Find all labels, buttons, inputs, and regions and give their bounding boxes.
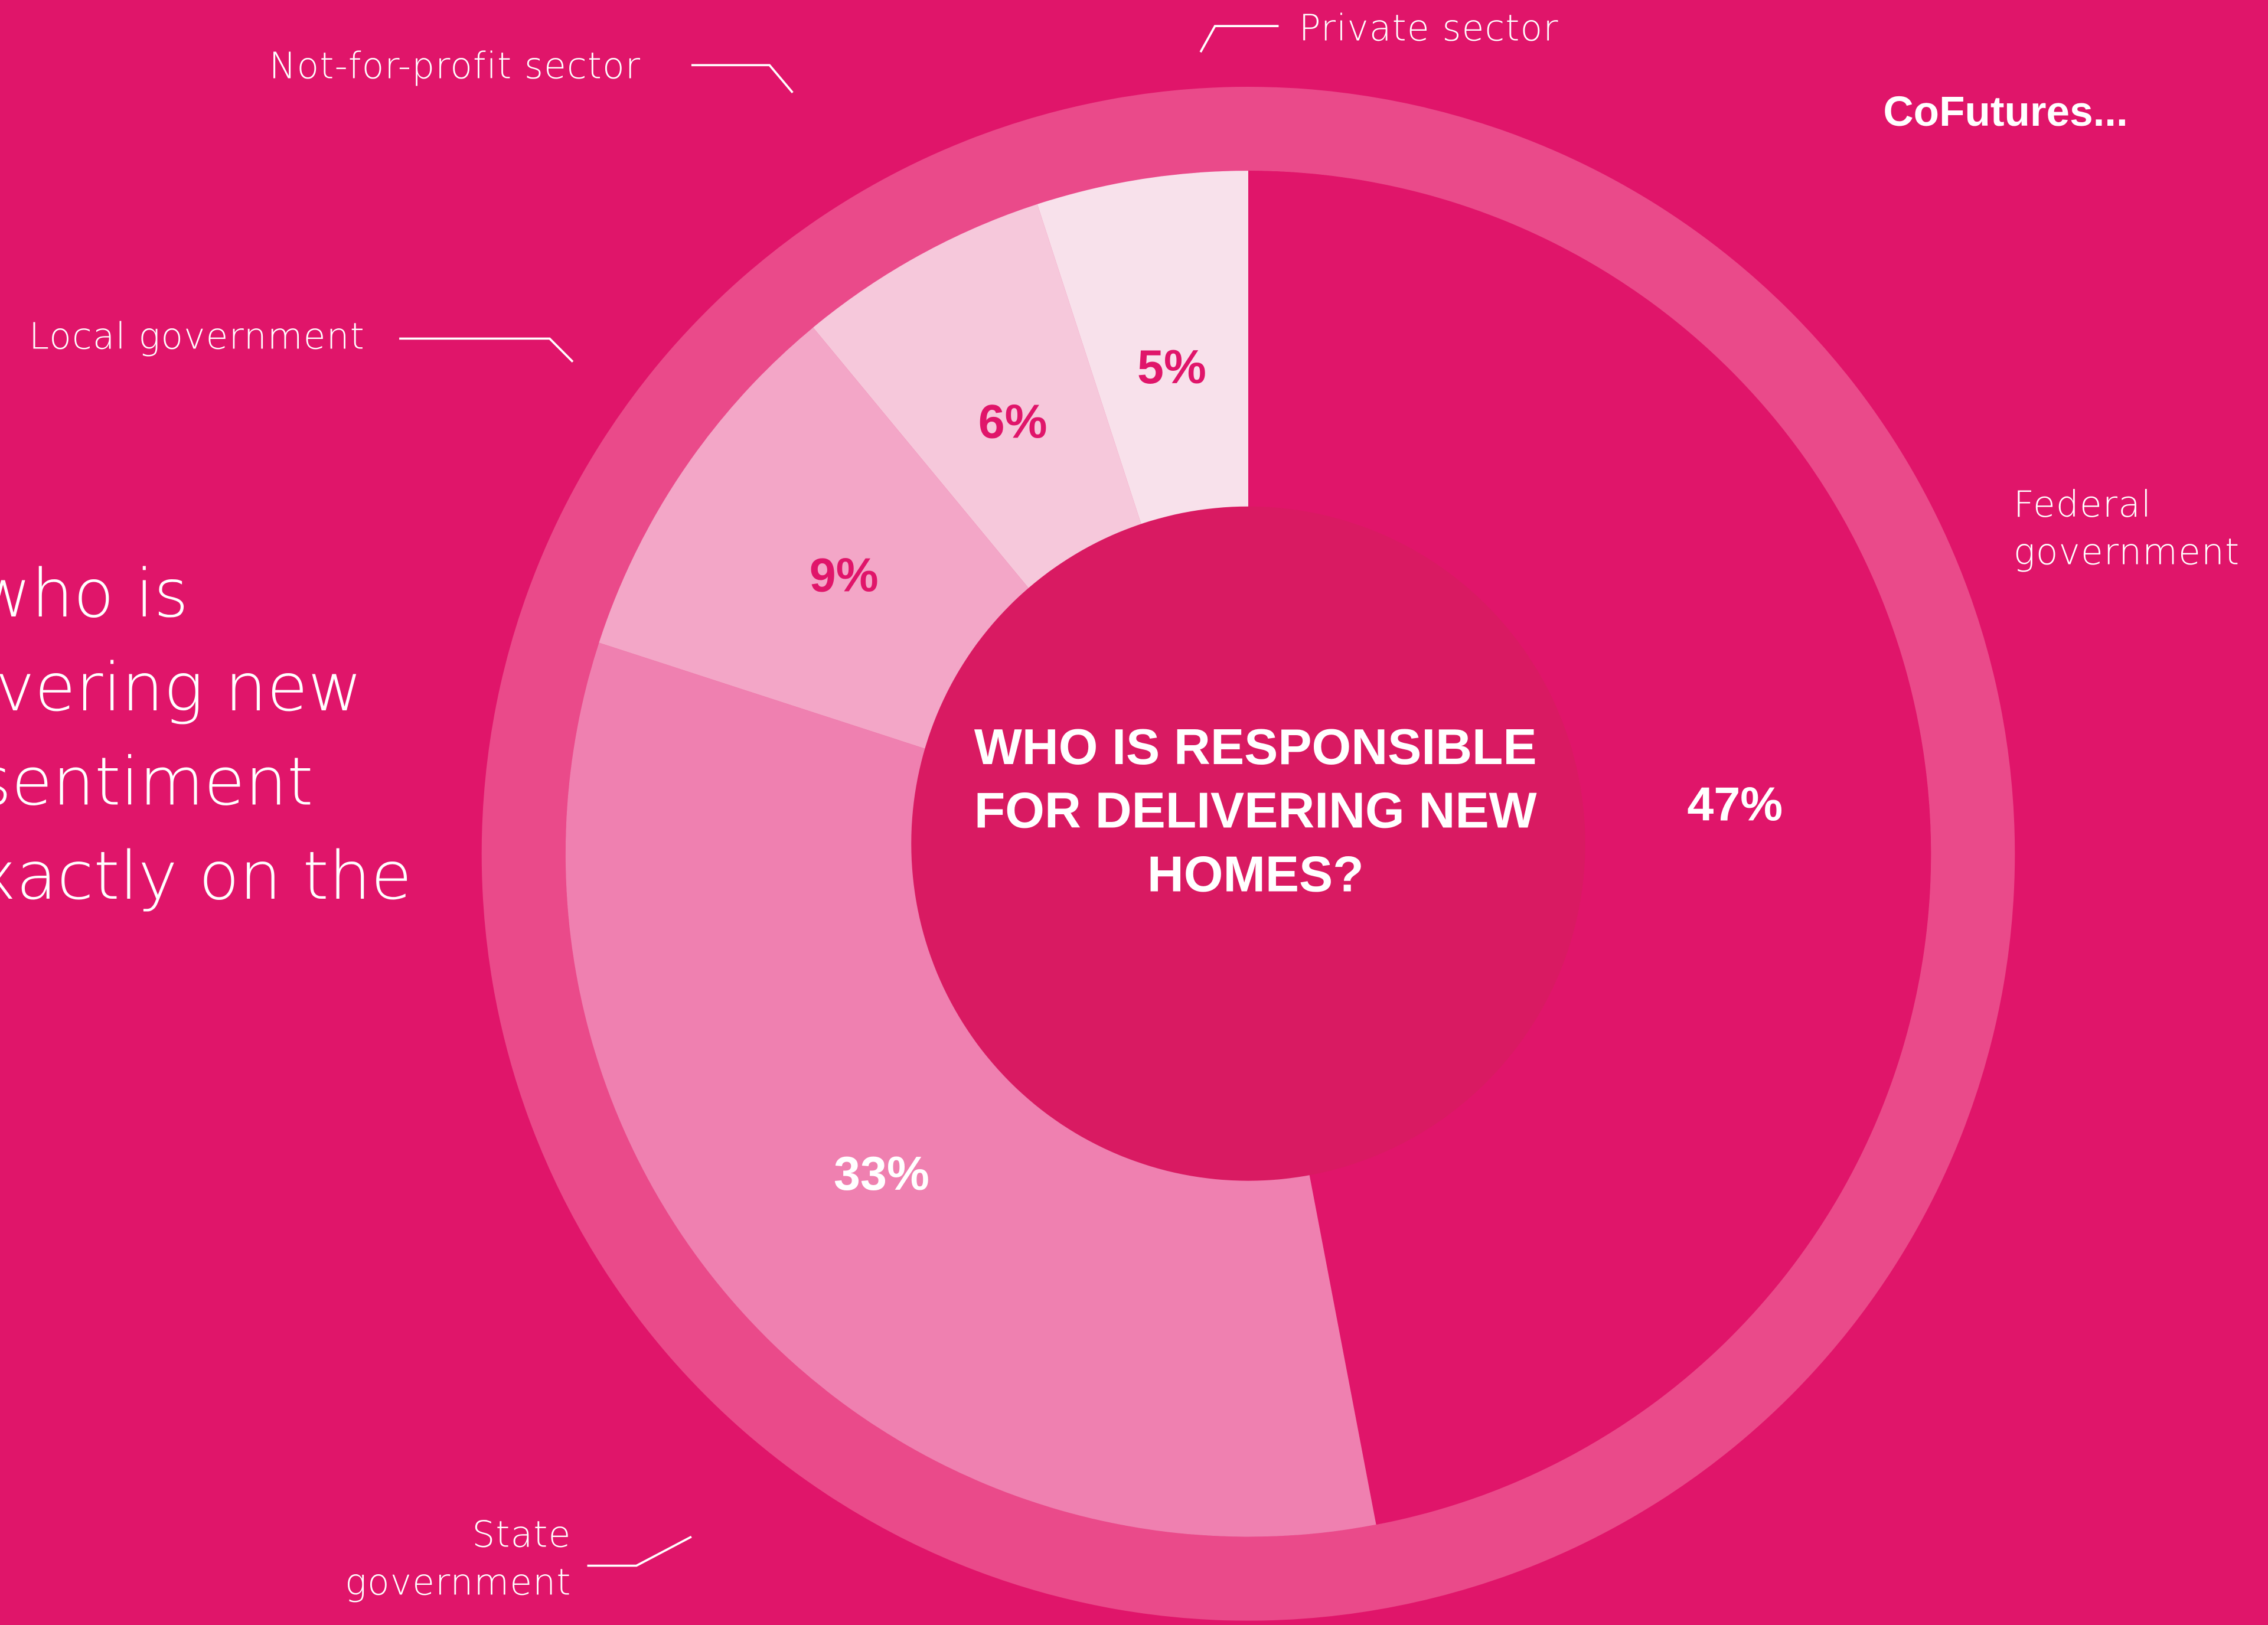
segments xyxy=(565,171,1931,1537)
value-label: 9% xyxy=(810,549,879,602)
donut-segment xyxy=(565,642,1376,1537)
value-label: 6% xyxy=(978,395,1047,448)
leader-line xyxy=(587,1535,692,1567)
outer-ring xyxy=(481,87,2015,1621)
value-labels: 5% 6% 9% 33% 47% xyxy=(810,341,1783,1200)
side-text: ivering new xyxy=(0,648,363,727)
leader-line xyxy=(1199,25,1279,53)
donut-segment xyxy=(813,204,1148,603)
chart-title: WHO IS RESPONSIBLE FOR DELIVERING NEW HO… xyxy=(974,719,1537,903)
leader-line xyxy=(691,64,794,94)
donut-segment xyxy=(1248,171,1931,1525)
side-text: who is xyxy=(0,554,189,632)
donut-segment xyxy=(1037,171,1249,544)
value-label: 33% xyxy=(834,1147,929,1200)
category-label: Federal government xyxy=(2013,483,2240,573)
side-text: xactly on the xyxy=(0,836,412,915)
value-label: 5% xyxy=(1137,341,1206,394)
brand-logo: CoFutures... xyxy=(1883,89,2128,136)
center-hole xyxy=(911,506,1585,1181)
donut-segment xyxy=(599,327,1041,753)
side-text: sentiment xyxy=(0,742,314,821)
category-label: Local government xyxy=(28,315,365,358)
value-label: 47% xyxy=(1687,778,1783,831)
category-label: Not-for-profit sector xyxy=(269,44,641,87)
category-label: State government xyxy=(345,1513,572,1604)
leader-lines xyxy=(399,25,1279,1567)
category-label: Private sector xyxy=(1298,7,1559,50)
leader-line xyxy=(399,337,574,363)
